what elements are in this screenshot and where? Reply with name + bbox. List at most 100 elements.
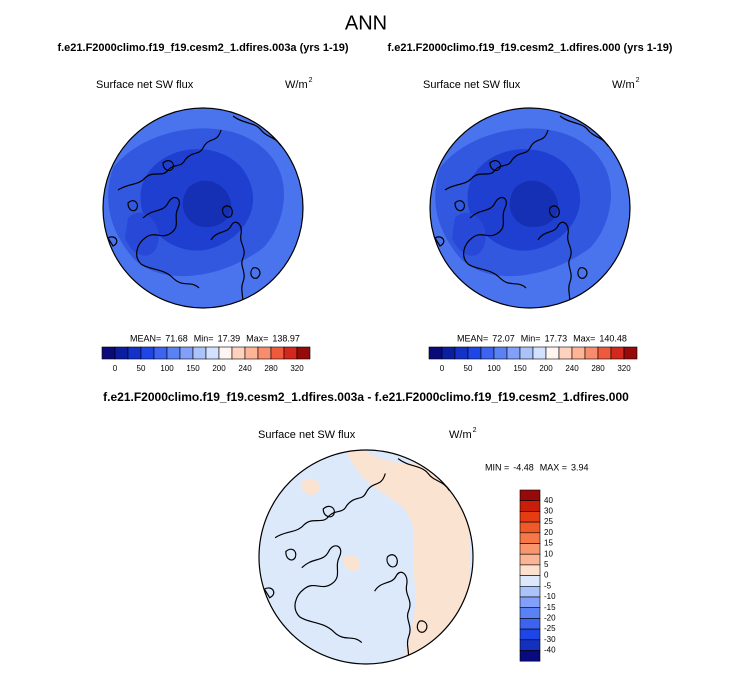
map: [103, 108, 303, 308]
colorbar-box: [270, 346, 285, 360]
coastline: [386, 554, 398, 568]
units-label: W/m: [285, 79, 308, 91]
coastline: [250, 267, 261, 279]
coastline: [374, 571, 411, 664]
colorbar-label: 30: [544, 507, 553, 516]
units-exponent: 2: [309, 77, 313, 84]
colorbar-box: [101, 346, 116, 360]
colorbar-box: [480, 346, 495, 360]
colorbar-label: 320: [290, 364, 304, 373]
colorbar-box: [296, 346, 311, 360]
colorbar-label: 0: [440, 364, 445, 373]
coastline: [232, 115, 282, 147]
colorbar-label: 0: [113, 364, 118, 373]
coastline: [274, 473, 386, 539]
coastline: [434, 236, 445, 247]
colorbar-label: 240: [565, 364, 579, 373]
colorbar-label: 200: [539, 364, 553, 373]
stat-label: MAX =: [540, 462, 567, 472]
map-field: [452, 212, 486, 256]
variable-label: Surface net SW flux: [258, 429, 356, 441]
coastline: [549, 205, 560, 218]
colorbar-label: 50: [464, 364, 473, 373]
stat-label: Min=: [194, 333, 214, 343]
coastline: [136, 196, 200, 289]
figure-title: ANN: [345, 12, 387, 34]
stat-label: MEAN=: [130, 333, 161, 343]
colorbar-box: [571, 346, 586, 360]
colorbar-box: [153, 346, 168, 360]
coastline: [577, 267, 588, 279]
colorbar-box: [519, 553, 541, 566]
map-field: [182, 180, 232, 228]
colorbar-label: 100: [487, 364, 501, 373]
colorbar-box: [467, 346, 482, 360]
coastline: [444, 129, 549, 191]
colorbar-box: [519, 585, 541, 598]
coastline: [454, 200, 465, 212]
stat-value: 3.94: [571, 462, 589, 472]
colorbar-box: [493, 346, 508, 360]
colorbar-label: -10: [544, 592, 556, 601]
colorbar-label: 240: [238, 364, 252, 373]
colorbar-box: [519, 500, 541, 512]
units-exponent: 2: [473, 427, 477, 434]
colorbar-box: [519, 543, 541, 555]
units-label: W/m: [612, 79, 635, 91]
colorbar-box: [127, 346, 142, 360]
colorbar-box: [257, 346, 272, 360]
map-field: [125, 212, 159, 256]
units-label: W/m: [449, 429, 472, 441]
variable-label: Surface net SW flux: [96, 79, 194, 91]
coastline: [263, 587, 275, 599]
colorbar-label: 280: [591, 364, 605, 373]
colorbar-box: [244, 346, 259, 360]
colorbar-label: 100: [160, 364, 174, 373]
map-field: [509, 180, 559, 228]
colorbar-label: -30: [544, 635, 556, 644]
colorbar-box: [519, 564, 541, 576]
colorbar-label: 0: [544, 571, 549, 580]
colorbar-box: [166, 346, 181, 360]
colorbar-label: 150: [513, 364, 527, 373]
coastline: [463, 196, 527, 289]
colorbar-box: [519, 650, 541, 662]
map: [259, 450, 473, 664]
coastline: [322, 505, 335, 518]
colorbar-box: [584, 346, 599, 360]
coastline: [559, 115, 609, 147]
stat-value: -4.48: [513, 462, 534, 472]
colorbar-label: 10: [544, 549, 553, 558]
coastline: [397, 458, 451, 492]
colorbar-box: [519, 532, 541, 544]
colorbar-box: [519, 628, 541, 641]
colorbar-box: [519, 521, 541, 534]
stat-value: 140.48: [599, 333, 627, 343]
stat-label: Max=: [246, 333, 268, 343]
colorbar-label: -15: [544, 603, 556, 612]
colorbar-box: [597, 346, 612, 360]
panel-subtitle: f.e21.F2000climo.f19_f19.cesm2_1.dfires.…: [57, 42, 348, 54]
colorbar-label: 320: [617, 364, 631, 373]
colorbar-label: -40: [544, 646, 556, 655]
stat-label: MIN =: [485, 462, 509, 472]
colorbar-box: [558, 346, 573, 360]
colorbar-label: 20: [544, 528, 553, 537]
colorbar-label: 200: [212, 364, 226, 373]
map-border: [258, 449, 474, 665]
stat-value: 17.73: [545, 333, 568, 343]
coastline: [107, 236, 118, 247]
colorbar-box: [519, 618, 541, 630]
stat-value: 72.07: [492, 333, 515, 343]
colorbar-box: [218, 346, 233, 360]
colorbar-box: [519, 639, 541, 651]
colorbar-box: [545, 346, 560, 360]
colorbar-box: [283, 346, 298, 360]
stat-label: Min=: [521, 333, 541, 343]
colorbar-label: 40: [544, 496, 553, 505]
colorbar-box: [519, 346, 534, 360]
map-field: [344, 450, 473, 664]
colorbar-label: -25: [544, 624, 556, 633]
stat-value: 138.97: [272, 333, 300, 343]
